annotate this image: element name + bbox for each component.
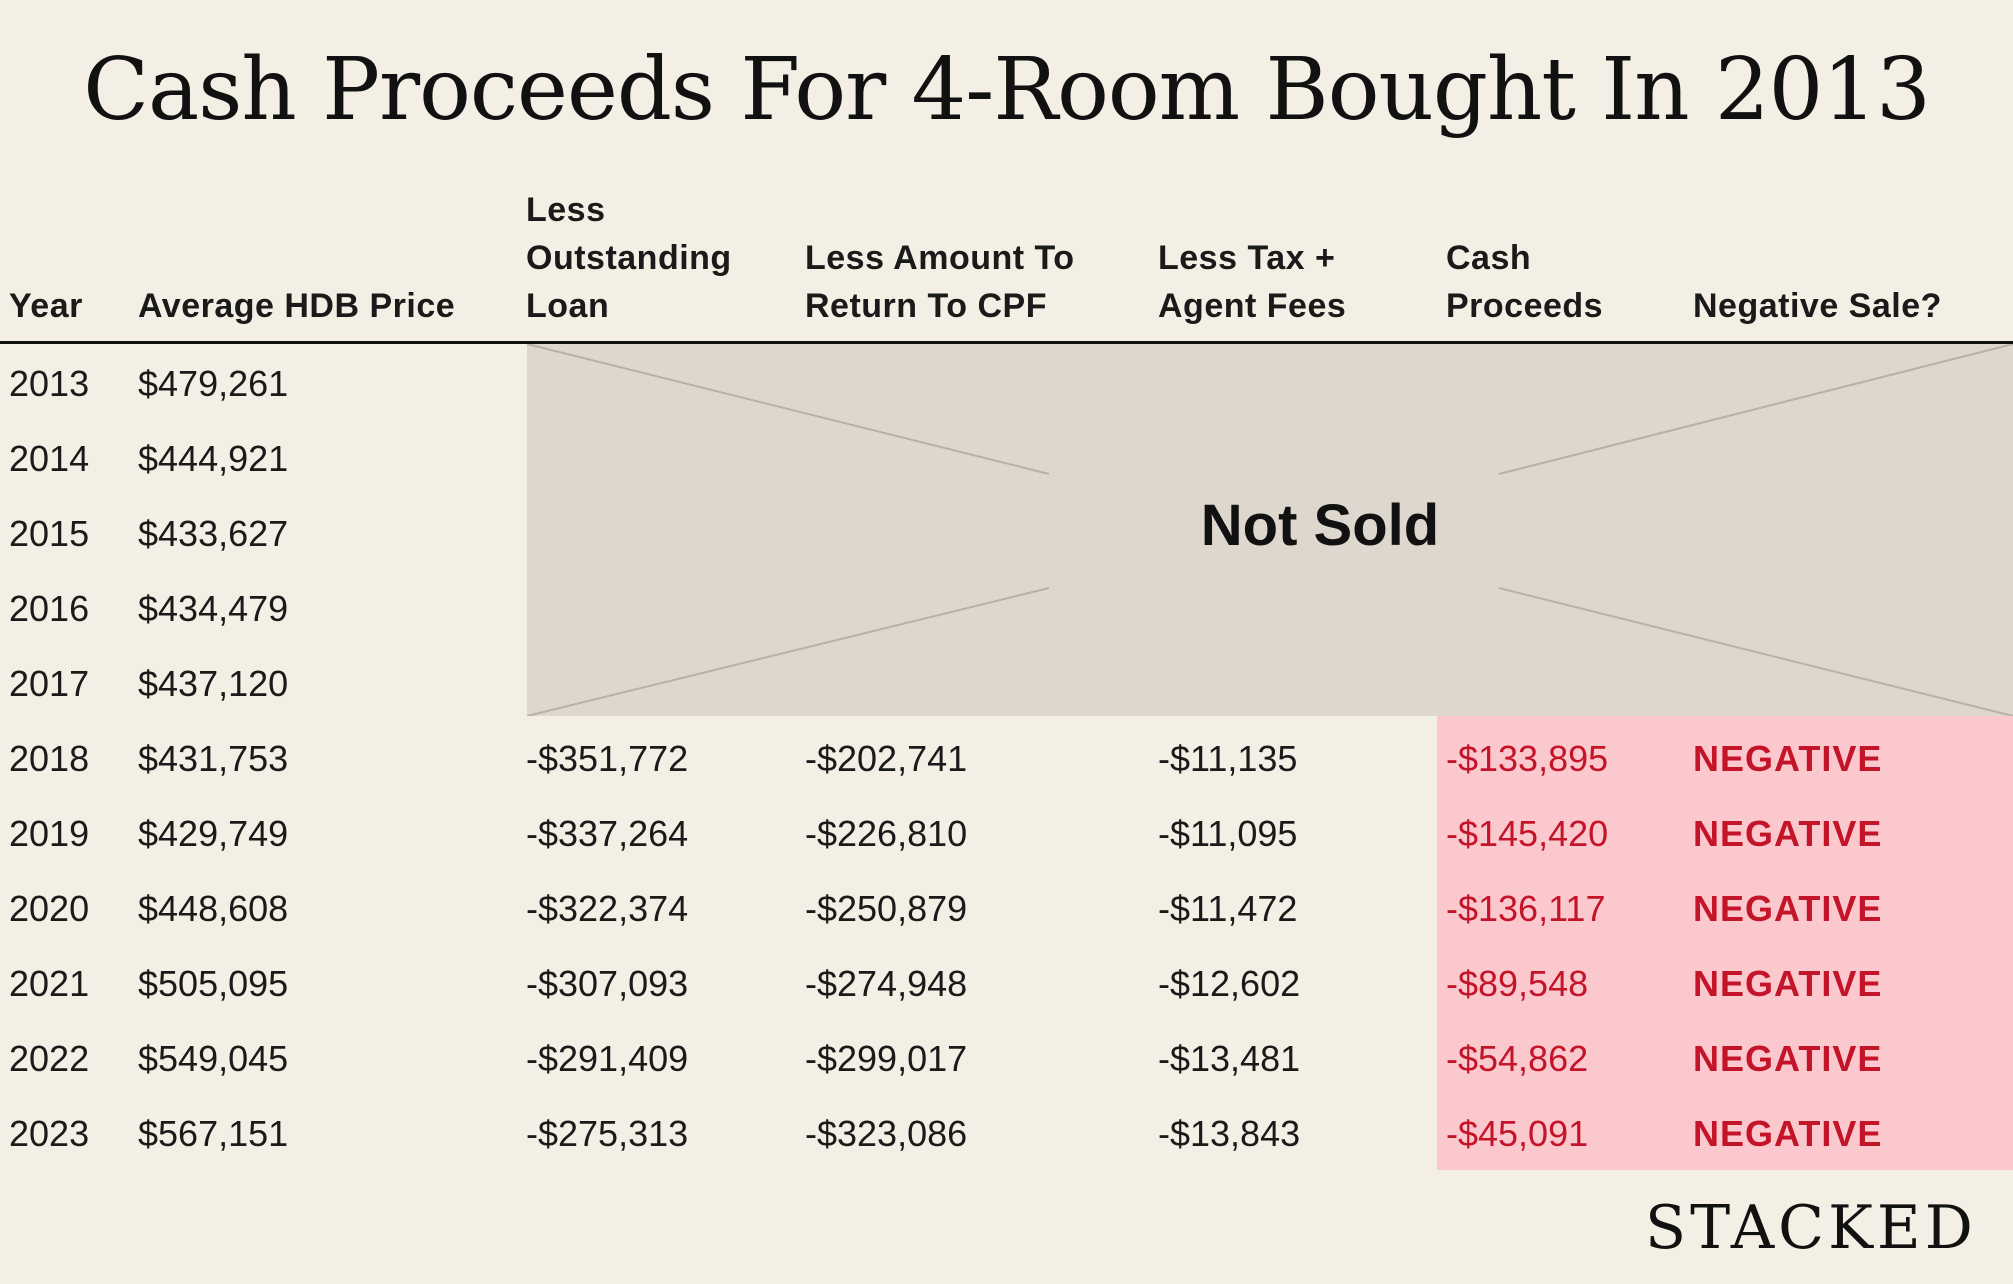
cell-negative: NEGATIVE — [1693, 813, 1883, 854]
cell-year: 2022 — [9, 1038, 90, 1079]
cell-loan: -$322,374 — [526, 888, 689, 929]
header-loan-line: Loan — [526, 287, 610, 325]
cell-cash: -$45,091 — [1446, 1113, 1589, 1154]
header-cash: Cash Proceeds — [1446, 234, 1603, 330]
cross-line-bottom-left — [527, 587, 1050, 716]
header-cpf-line: Less Amount To — [805, 239, 1075, 277]
cell-loan: -$291,409 — [526, 1038, 689, 1079]
cell-negative: NEGATIVE — [1693, 738, 1883, 779]
cell-year: 2020 — [9, 888, 90, 929]
header-loan-line: Less — [526, 191, 606, 229]
header-cpf-line: Return To CPF — [805, 287, 1047, 325]
not-sold-label: Not Sold — [1200, 493, 1440, 558]
cell-year: 2015 — [9, 513, 90, 554]
cell-year: 2018 — [9, 738, 90, 779]
cell-cpf: -$250,879 — [805, 888, 968, 929]
cross-line-bottom-right — [1498, 587, 2013, 716]
header-year: Year — [9, 282, 83, 330]
cell-negative: NEGATIVE — [1693, 1038, 1883, 1079]
header-negative: Negative Sale? — [1693, 282, 1942, 330]
cell-price: $433,627 — [138, 513, 289, 554]
not-sold-cross-lines — [527, 344, 2013, 716]
header-cash-line: Cash — [1446, 239, 1532, 277]
negative-highlight-region — [1437, 716, 2013, 1170]
cell-cash: -$54,862 — [1446, 1038, 1589, 1079]
header-price-line: Average HDB Price — [138, 287, 456, 325]
header-loan: Less Outstanding Loan — [526, 186, 732, 330]
cell-fees: -$13,481 — [1158, 1038, 1301, 1079]
cell-loan: -$351,772 — [526, 738, 689, 779]
cell-price: $549,045 — [138, 1038, 289, 1079]
cell-price: $505,095 — [138, 963, 289, 1004]
cross-line-top-right — [1498, 344, 2013, 475]
cell-price: $429,749 — [138, 813, 289, 854]
cell-fees: -$11,135 — [1158, 738, 1298, 779]
cell-year: 2019 — [9, 813, 90, 854]
header-negative-line: Negative Sale? — [1693, 287, 1942, 325]
cell-price: $479,261 — [138, 363, 289, 404]
cell-fees: -$11,472 — [1158, 888, 1298, 929]
cell-negative: NEGATIVE — [1693, 963, 1883, 1004]
cell-cpf: -$202,741 — [805, 738, 968, 779]
cell-year: 2017 — [9, 663, 90, 704]
header-fees-line: Agent Fees — [1158, 287, 1347, 325]
cell-cash: -$145,420 — [1446, 813, 1609, 854]
stacked-logo: STACKED — [1645, 1193, 1977, 1263]
cell-cpf: -$274,948 — [805, 963, 968, 1004]
cell-price: $434,479 — [138, 588, 289, 629]
cell-price: $448,608 — [138, 888, 289, 929]
cell-negative: NEGATIVE — [1693, 888, 1883, 929]
cell-year: 2023 — [9, 1113, 90, 1154]
cell-cpf: -$226,810 — [805, 813, 968, 854]
cell-fees: -$13,843 — [1158, 1113, 1301, 1154]
cell-price: $437,120 — [138, 663, 289, 704]
cell-cpf: -$323,086 — [805, 1113, 968, 1154]
cell-negative: NEGATIVE — [1693, 1113, 1883, 1154]
header-price: Average HDB Price — [138, 282, 455, 330]
cell-price: $431,753 — [138, 738, 289, 779]
cell-loan: -$337,264 — [526, 813, 689, 854]
header-cpf: Less Amount To Return To CPF — [805, 234, 1075, 330]
cell-cpf: -$299,017 — [805, 1038, 968, 1079]
cell-price: $444,921 — [138, 438, 289, 479]
header-year-line: Year — [9, 287, 83, 325]
cell-cash: -$133,895 — [1446, 738, 1609, 779]
cell-year: 2013 — [9, 363, 90, 404]
cell-price: $567,151 — [138, 1113, 289, 1154]
cell-loan: -$275,313 — [526, 1113, 689, 1154]
header-divider — [0, 341, 2013, 344]
cell-fees: -$12,602 — [1158, 963, 1301, 1004]
cell-fees: -$11,095 — [1158, 813, 1298, 854]
header-fees-line: Less Tax + — [1158, 239, 1336, 277]
page-title: Cash Proceeds For 4-Room Bought In 2013 — [83, 40, 1931, 140]
header-loan-line: Outstanding — [526, 239, 732, 277]
cell-cash: -$136,117 — [1446, 888, 1606, 929]
cross-line-top-left — [527, 344, 1050, 475]
cell-year: 2016 — [9, 588, 90, 629]
cell-cash: -$89,548 — [1446, 963, 1589, 1004]
cell-year: 2014 — [9, 438, 90, 479]
cell-loan: -$307,093 — [526, 963, 689, 1004]
header-fees: Less Tax + Agent Fees — [1158, 234, 1346, 330]
header-cash-line: Proceeds — [1446, 287, 1604, 325]
cell-year: 2021 — [9, 963, 90, 1004]
